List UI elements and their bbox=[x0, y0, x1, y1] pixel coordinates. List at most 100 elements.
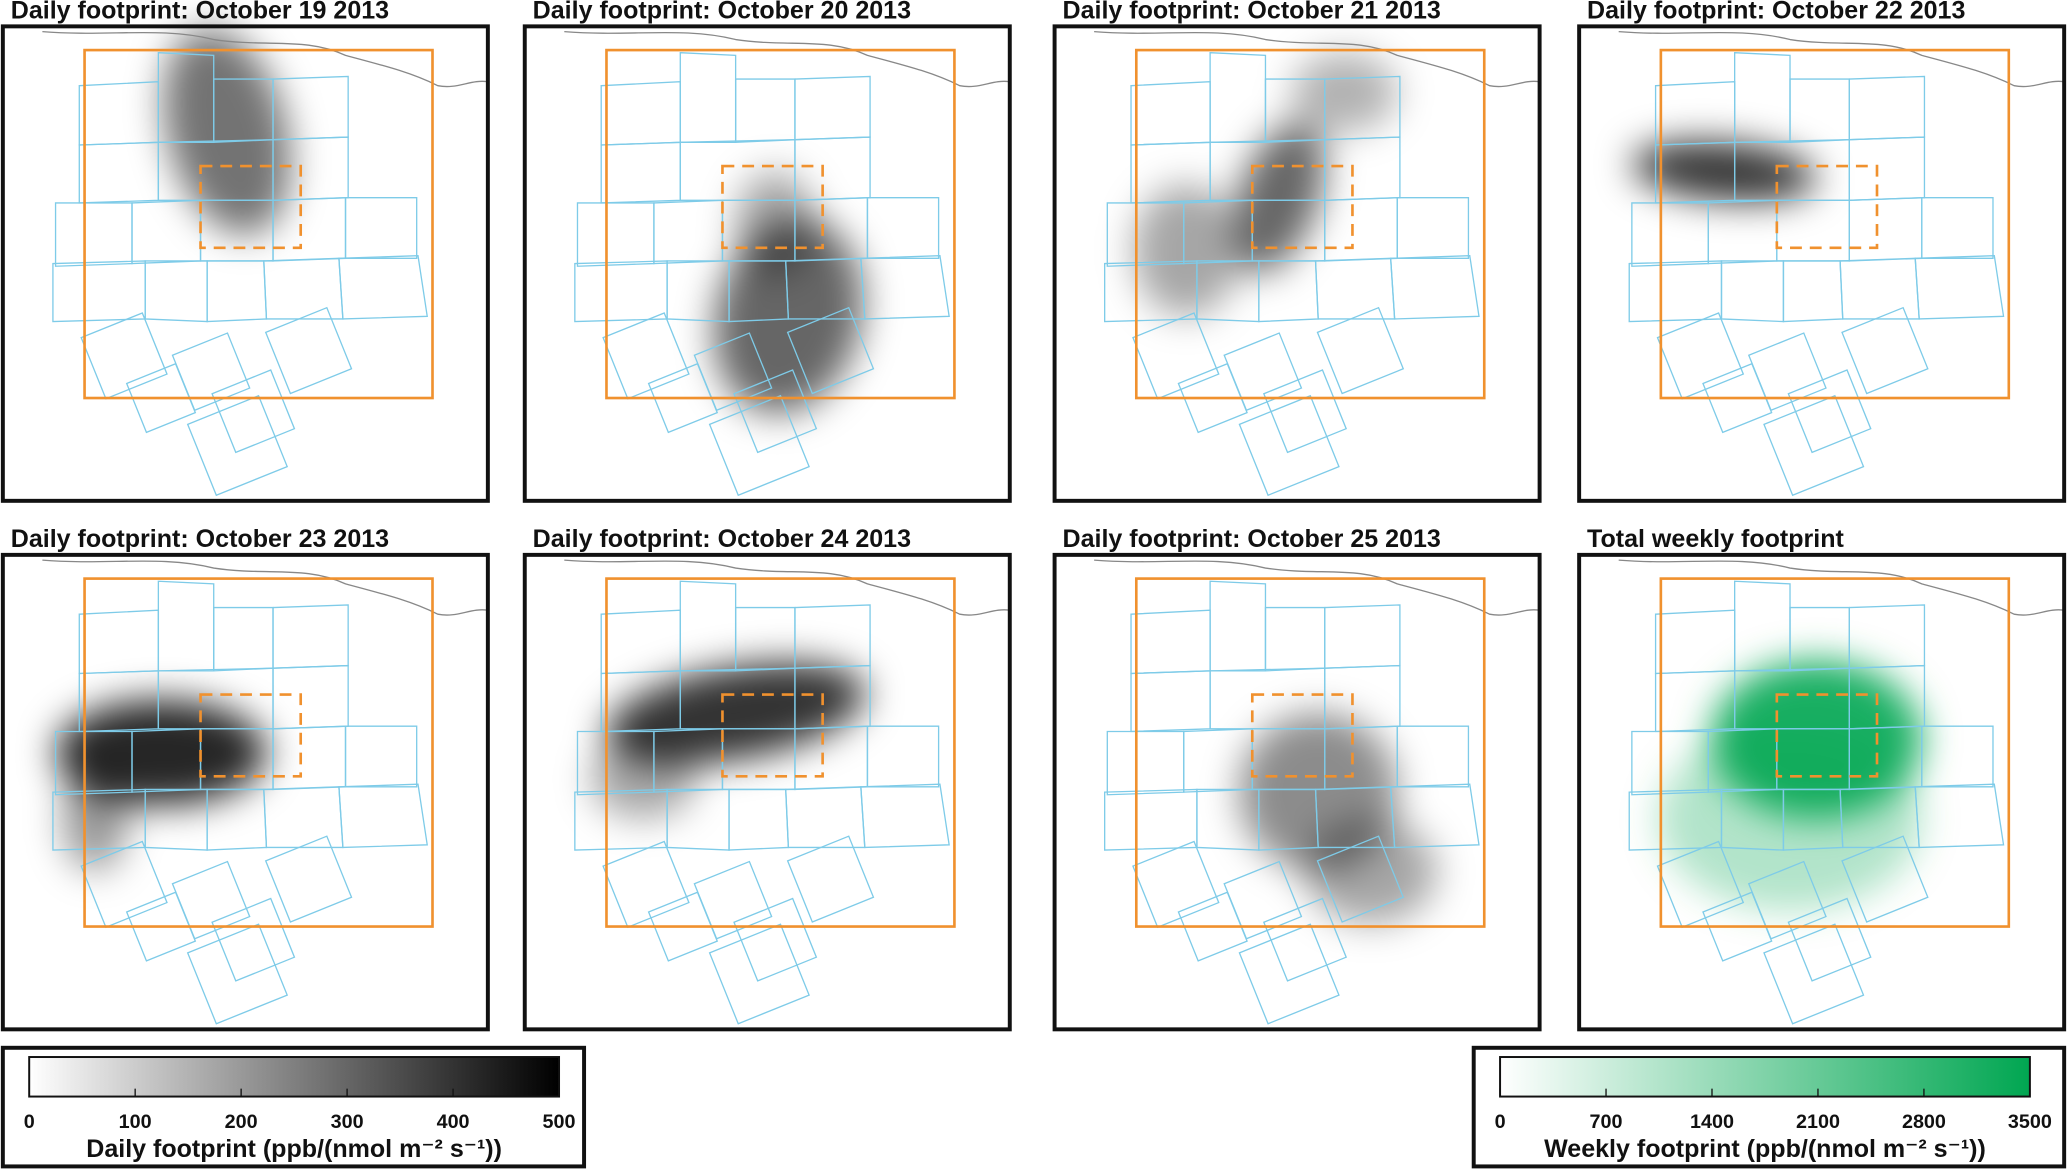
county bbox=[125, 891, 197, 962]
panel-frame bbox=[522, 24, 1012, 503]
county bbox=[1209, 580, 1267, 672]
tick-label: 500 bbox=[543, 1111, 576, 1133]
county bbox=[1776, 199, 1850, 262]
county bbox=[600, 81, 681, 146]
county bbox=[338, 783, 428, 849]
county bbox=[80, 840, 168, 929]
county bbox=[734, 78, 796, 144]
county bbox=[54, 202, 133, 267]
state-border bbox=[42, 559, 488, 616]
county bbox=[78, 141, 160, 204]
tick-label: 1400 bbox=[1690, 1111, 1734, 1133]
city-box bbox=[721, 693, 824, 778]
panel-title: Daily footprint: October 25 2013 bbox=[1062, 525, 1440, 553]
panel-title: Daily footprint: October 24 2013 bbox=[533, 525, 911, 553]
map-panel bbox=[1052, 24, 1542, 503]
county bbox=[728, 788, 790, 851]
county bbox=[1389, 783, 1480, 849]
panel-title: Daily footprint: October 21 2013 bbox=[1062, 0, 1440, 24]
county bbox=[679, 52, 737, 144]
map-panel bbox=[1577, 552, 2067, 1032]
panel-frame bbox=[1052, 24, 1542, 503]
panel-frame bbox=[0, 552, 490, 1032]
county bbox=[1132, 840, 1220, 929]
city-box bbox=[721, 164, 824, 250]
county bbox=[602, 840, 690, 929]
state-border bbox=[1618, 30, 2065, 88]
county bbox=[1104, 788, 1198, 851]
county bbox=[786, 835, 875, 923]
footprint bbox=[1658, 660, 1922, 911]
colorbar-frame bbox=[0, 1045, 587, 1169]
county bbox=[264, 306, 353, 395]
county bbox=[272, 664, 349, 730]
map-panel bbox=[522, 552, 1012, 1032]
county bbox=[733, 897, 818, 982]
city-box bbox=[1775, 164, 1879, 250]
county bbox=[1841, 835, 1929, 923]
footprint bbox=[590, 662, 866, 819]
footprint bbox=[163, 28, 291, 235]
county bbox=[1841, 306, 1929, 395]
city-box bbox=[1775, 693, 1879, 778]
footprint bbox=[1239, 713, 1437, 924]
map-panel bbox=[522, 24, 1012, 503]
county bbox=[733, 369, 818, 454]
plume bbox=[1632, 141, 1817, 202]
plume bbox=[590, 739, 697, 819]
city-box bbox=[1250, 164, 1354, 250]
domain-box bbox=[83, 48, 434, 400]
county bbox=[1324, 197, 1398, 262]
county bbox=[272, 604, 349, 669]
county bbox=[1264, 606, 1326, 672]
county bbox=[1734, 580, 1791, 672]
county bbox=[1316, 306, 1405, 395]
county bbox=[1782, 260, 1844, 323]
state-border bbox=[1618, 559, 2065, 616]
map-panel bbox=[1052, 552, 1542, 1032]
county bbox=[1789, 78, 1850, 144]
county bbox=[679, 580, 737, 672]
county bbox=[1106, 730, 1185, 796]
county bbox=[602, 312, 690, 400]
colorbar bbox=[28, 1056, 561, 1098]
county bbox=[78, 609, 160, 675]
county bbox=[1631, 202, 1709, 267]
county bbox=[1177, 891, 1248, 962]
county bbox=[1130, 670, 1211, 733]
county bbox=[264, 835, 353, 923]
state-border bbox=[1094, 30, 1540, 88]
map-panel bbox=[0, 552, 490, 1032]
tick-label: 200 bbox=[225, 1111, 258, 1133]
panel-title: Daily footprint: October 19 2013 bbox=[11, 0, 389, 24]
tick-label: 300 bbox=[331, 1111, 364, 1133]
tick-label: 0 bbox=[1495, 1111, 1506, 1133]
panel-frame bbox=[522, 552, 1012, 1032]
county bbox=[1656, 312, 1745, 400]
plume bbox=[1291, 52, 1398, 132]
county bbox=[1316, 835, 1405, 923]
footprint bbox=[1133, 52, 1398, 317]
panel-title: Total weekly footprint bbox=[1587, 525, 1844, 553]
county bbox=[338, 255, 428, 320]
plume bbox=[1658, 726, 1922, 911]
panel-title: Daily footprint: October 22 2013 bbox=[1587, 0, 1965, 24]
county bbox=[263, 786, 344, 849]
county bbox=[600, 609, 681, 675]
county bbox=[1654, 81, 1736, 146]
county bbox=[1314, 257, 1396, 320]
county bbox=[206, 260, 268, 323]
city-box bbox=[1250, 693, 1354, 778]
county bbox=[653, 199, 724, 265]
county bbox=[1238, 394, 1340, 497]
county bbox=[794, 75, 871, 141]
county bbox=[211, 369, 296, 454]
county bbox=[263, 257, 344, 320]
footprint bbox=[1632, 141, 1817, 202]
county bbox=[1848, 604, 1926, 669]
county bbox=[186, 394, 289, 497]
panel-frame bbox=[1577, 24, 2067, 503]
city-box bbox=[199, 164, 303, 250]
county bbox=[80, 312, 168, 400]
county bbox=[1209, 52, 1267, 144]
